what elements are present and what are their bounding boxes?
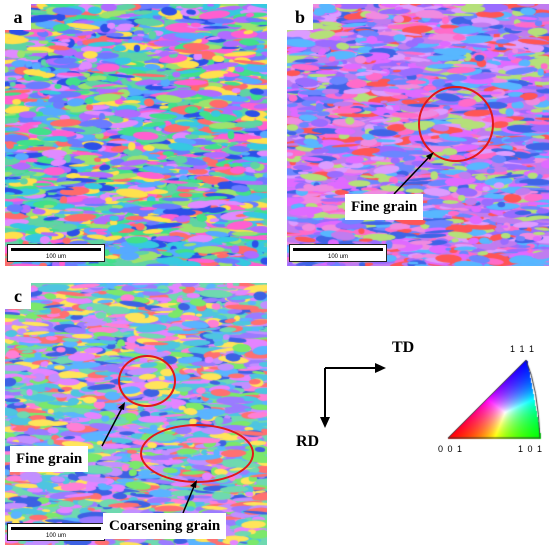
highlight-circle <box>118 355 176 407</box>
callout-coarsening-grain: Coarsening grain <box>103 513 227 539</box>
panel-label: c <box>5 283 31 309</box>
ipf-legend <box>446 358 542 440</box>
scale-bar-label: 100 um <box>45 254 66 260</box>
scale-bar: 100 um <box>7 523 105 541</box>
highlight-circle <box>418 86 494 162</box>
panel-label: b <box>287 4 313 30</box>
td-axis-label: TD <box>392 339 415 356</box>
scale-bar-line <box>293 248 383 251</box>
scale-bar: 100 um <box>7 244 105 262</box>
callout-fine-grain: Fine grain <box>345 194 424 220</box>
rd-axis-label: RD <box>296 433 320 450</box>
scale-bar-line <box>11 527 101 530</box>
ipf-label-001: 0 0 1 <box>438 444 464 454</box>
ebsd-map-b <box>287 4 549 266</box>
panel-label: a <box>5 4 31 30</box>
ebsd-map-a <box>5 4 267 266</box>
ipf-label-101: 1 0 1 <box>518 444 544 454</box>
callout-fine-grain: Fine grain <box>10 446 89 472</box>
ebsd-map-panel-a: a 100 um <box>5 4 267 266</box>
scale-bar-label: 100 um <box>45 533 66 539</box>
highlight-circle <box>140 424 254 483</box>
ipf-label-111: 1 1 1 <box>510 344 536 354</box>
ebsd-map-panel-b: b 100 um Fine grain <box>287 4 549 266</box>
ebsd-map-panel-c: c 100 um Fine grain Coarsening grain <box>5 283 267 545</box>
scale-bar-label: 100 um <box>327 254 348 260</box>
scale-bar: 100 um <box>289 244 387 262</box>
scale-bar-line <box>11 248 101 251</box>
ipf-triangle <box>446 358 542 440</box>
ebsd-map-c <box>5 283 267 545</box>
